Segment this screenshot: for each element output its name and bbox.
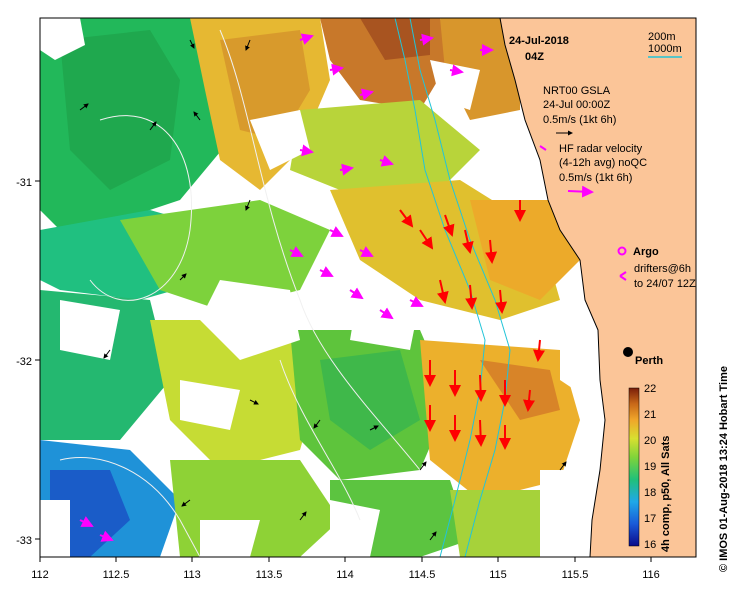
y-axis	[35, 180, 40, 540]
time-label: 04Z	[525, 51, 544, 63]
x-tick: 114.5	[409, 569, 436, 581]
city-label: Perth	[635, 355, 663, 367]
cbar-tick: 18	[644, 487, 656, 499]
gsla-scale: 0.5m/s (1kt 6h)	[543, 114, 616, 126]
isobath-1000m-label: 1000m	[648, 43, 682, 55]
colorbar-ticks: 22 21 20 19 18 17 16	[644, 383, 656, 551]
cbar-tick: 21	[644, 409, 656, 421]
x-tick: 115.5	[562, 569, 589, 581]
cbar-tick: 19	[644, 461, 656, 473]
colorbar-label: 4h comp, p50, All Sats	[660, 436, 672, 552]
x-tick: 113	[183, 569, 201, 581]
gsla-date: 24-Jul 00:00Z	[543, 99, 611, 111]
gsla-title: NRT00 GSLA	[543, 85, 611, 97]
colorbar	[628, 387, 640, 547]
y-tick: -31	[16, 177, 32, 189]
cbar-tick: 16	[644, 539, 656, 551]
x-tick: 115	[489, 569, 507, 581]
perth-marker	[623, 347, 633, 357]
land	[499, 18, 696, 557]
y-tick: -32	[16, 356, 32, 368]
cbar-tick: 17	[644, 513, 656, 525]
radar-label-2: (4-12h avg) noQC	[559, 157, 647, 169]
credit-label: © IMOS 01-Aug-2018 13:24 Hobart Time	[718, 366, 730, 572]
drifters-label-1: drifters@6h	[634, 263, 691, 275]
gsla-vectors	[79, 39, 567, 541]
argo-icon	[617, 246, 627, 256]
radar-scale-arrow	[567, 185, 594, 198]
x-tick: 112	[31, 569, 49, 581]
hf-radar-vectors	[79, 33, 494, 542]
radar-label-1: HF radar velocity	[559, 143, 643, 155]
radar-scale: 0.5m/s (1kt 6h)	[559, 172, 632, 184]
x-tick-labels: 112 112.5 113 113.5 114 114.5 115 115.5 …	[31, 569, 660, 581]
drifter-icon	[619, 271, 627, 281]
x-tick: 112.5	[103, 569, 130, 581]
hf-current-vectors	[399, 200, 545, 450]
y-tick-labels: -31 -32 -33	[16, 177, 32, 547]
x-tick: 113.5	[256, 569, 283, 581]
cbar-tick: 22	[644, 383, 656, 395]
x-tick: 114	[336, 569, 354, 581]
drifters-label-2: to 24/07 12Z	[634, 278, 696, 290]
y-tick: -33	[16, 535, 32, 547]
sla-contours	[59, 29, 421, 557]
argo-label: Argo	[633, 246, 659, 258]
x-axis	[39, 557, 652, 562]
isobath-200m-label: 200m	[648, 31, 676, 43]
cloud-gaps	[40, 18, 600, 557]
cbar-tick: 20	[644, 435, 656, 447]
radar-legend-tick	[539, 145, 547, 151]
plot-area	[40, 18, 696, 557]
x-tick: 116	[642, 569, 660, 581]
date-label: 24-Jul-2018	[509, 35, 569, 47]
